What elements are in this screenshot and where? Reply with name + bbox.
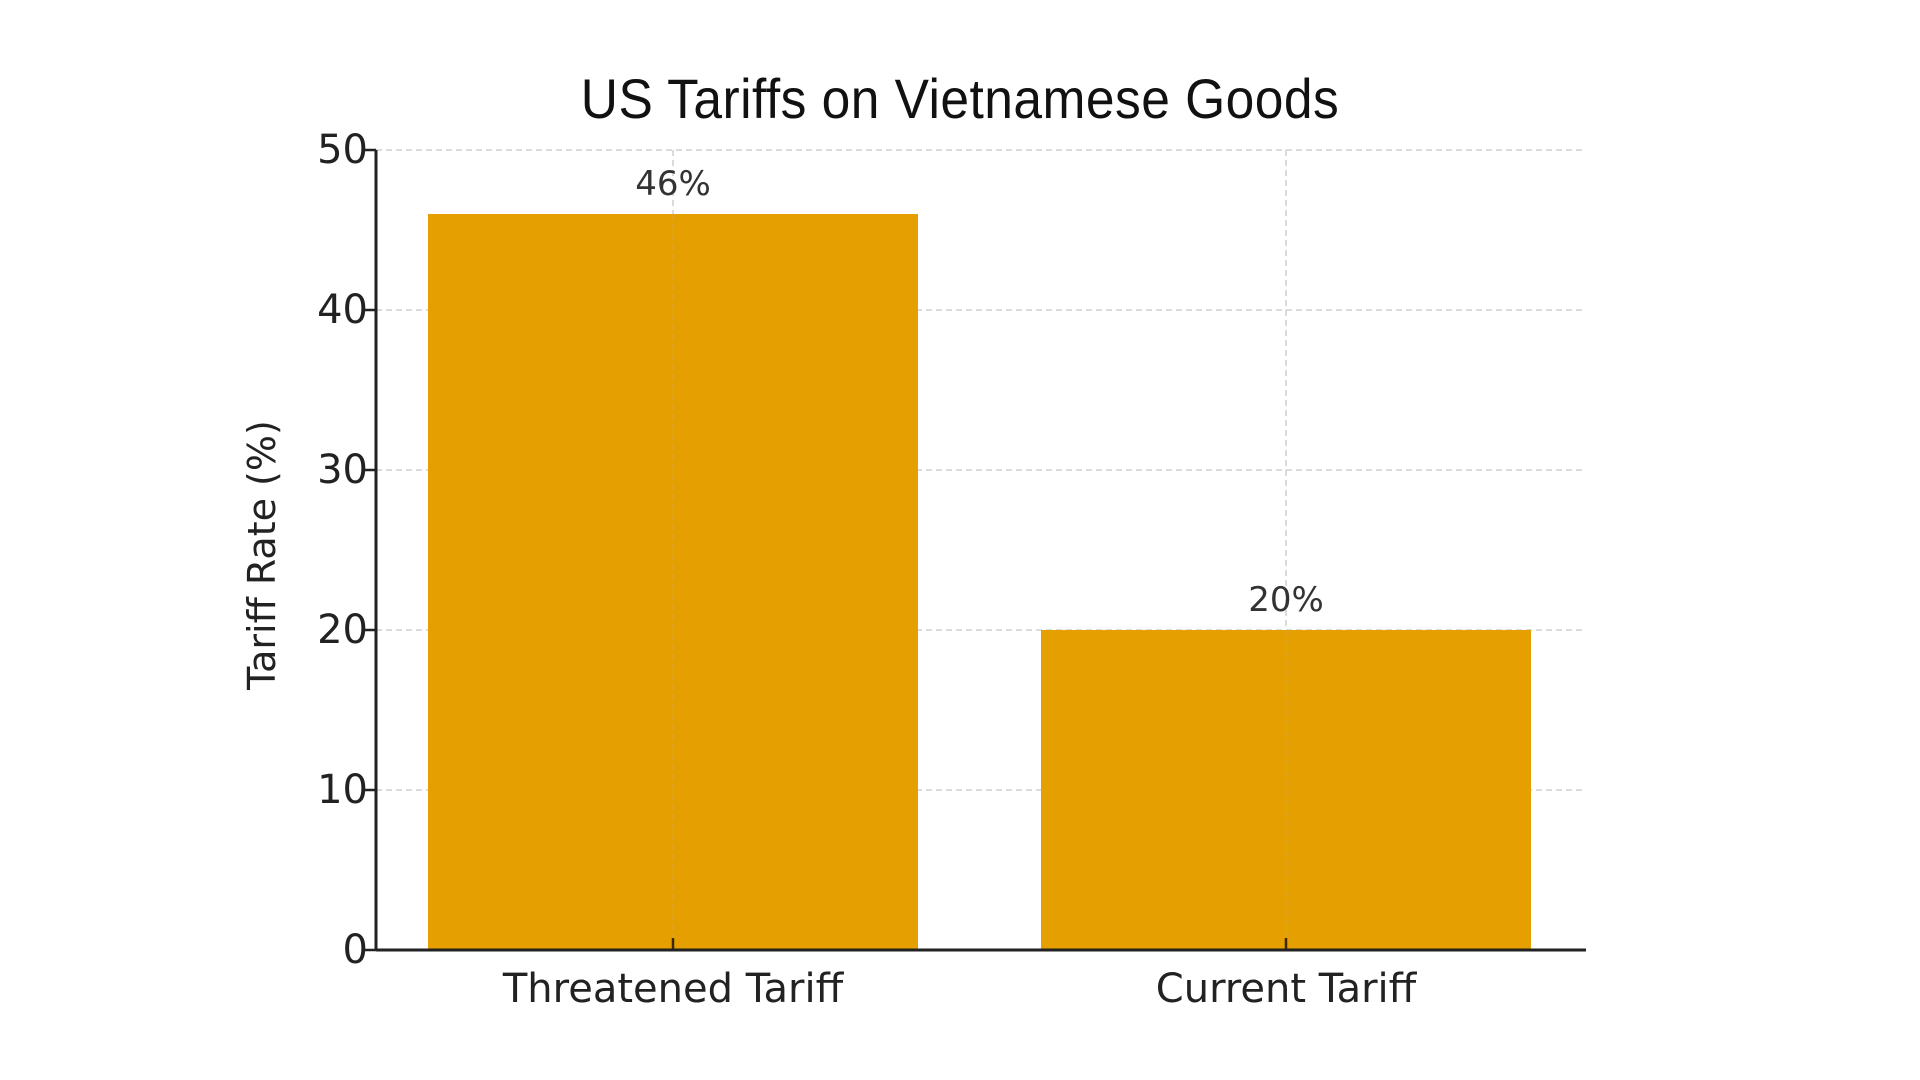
chart-title: US Tariffs on Vietnamese Goods (580, 67, 1340, 130)
y-tick-label: 20 (317, 607, 368, 653)
axes (364, 148, 1586, 952)
y-tick-label: 40 (317, 287, 368, 333)
bar-value-label: 20% (1248, 580, 1324, 620)
bar-value-label: 46% (635, 164, 711, 204)
y-tick-label: 30 (317, 447, 368, 493)
x-tick-label: Threatened Tariff (502, 966, 844, 1012)
bars (428, 214, 1531, 950)
y-tick-label: 50 (317, 127, 368, 173)
y-tick-label: 0 (342, 927, 368, 973)
y-tick-label: 10 (317, 767, 368, 813)
x-tick-label: Current Tariff (1155, 966, 1417, 1012)
